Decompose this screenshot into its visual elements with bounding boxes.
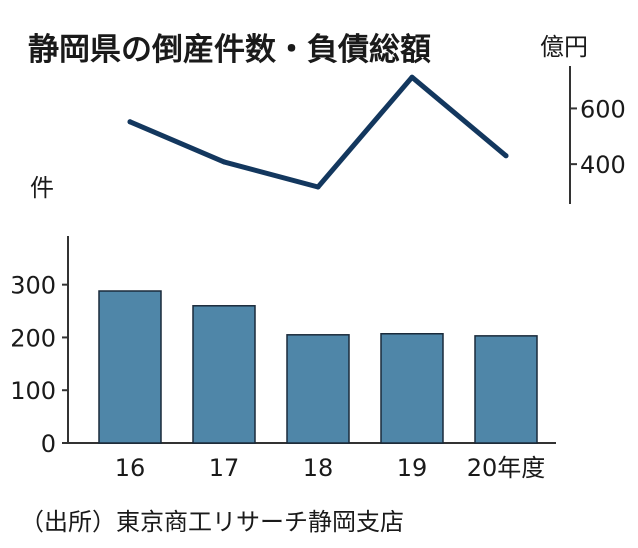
bar-y-tick-label: 0 [41,430,56,458]
debt-line-points [127,74,509,190]
bar [98,290,162,444]
bar-y-tick-label: 300 [10,272,56,300]
line-point [315,184,321,190]
bar [286,334,350,444]
bankruptcy-bars [98,290,538,444]
x-tick-label: 17 [209,454,240,482]
line-point [409,74,415,80]
bar-unit-label: 件 [30,174,54,202]
line-point [221,159,227,165]
x-tick-label: 20年度 [467,454,546,482]
line-unit-label: 億円 [540,33,588,61]
line-point [503,153,509,159]
line-y-tick-label: 600 [580,95,626,123]
bar [192,305,256,444]
debt-line [127,74,509,190]
x-axis-labels: 16 17 18 19 20年度 [115,454,546,482]
source-note: （出所）東京商工リサーチ静岡支店 [20,508,404,536]
bar-y-tick-label: 100 [10,377,56,405]
x-tick-label: 16 [115,454,146,482]
bar [380,333,444,444]
chart-title: 静岡県の倒産件数・負債総額 [28,32,431,68]
line-point [127,119,133,125]
bar-y-ticks: 0 100 200 300 [10,272,68,458]
line-y-ticks: 400 600 [570,95,626,179]
bar-y-tick-label: 200 [10,324,56,352]
x-tick-label: 18 [303,454,334,482]
x-tick-label: 19 [397,454,428,482]
bar [474,335,538,444]
line-y-tick-label: 400 [580,151,626,179]
